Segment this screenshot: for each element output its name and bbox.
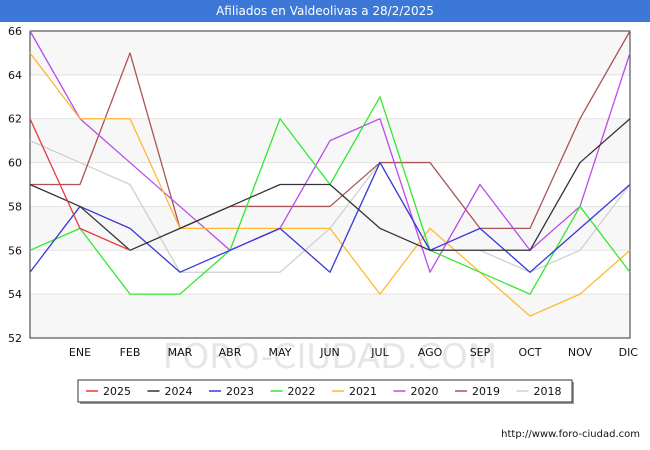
legend: 2025 2024 2023 2022 2021 2020 2019 2018 <box>77 379 574 404</box>
plot-band <box>30 74 630 119</box>
legend-label-2023: 2023 <box>226 385 254 398</box>
y-tick-label: 62 <box>8 113 22 126</box>
legend-label-2024: 2024 <box>165 385 193 398</box>
x-tick-label: JUL <box>370 346 389 359</box>
x-tick-label: AGO <box>418 346 443 359</box>
x-tick-label: SEP <box>470 346 491 359</box>
x-tick-label: NOV <box>568 346 593 359</box>
legend-label-2020: 2020 <box>411 385 439 398</box>
plot-band <box>30 31 630 75</box>
x-tick-label: ENE <box>69 346 91 359</box>
x-tick-label: MAR <box>168 346 193 359</box>
x-axis-ticks: ENE FEB MAR ABR MAY JUN JUL AGO SEP OCT NOV DIC <box>69 346 638 359</box>
legend-label-2021: 2021 <box>349 385 377 398</box>
series-line-2019 <box>30 30 631 230</box>
plot-band <box>30 294 630 338</box>
chart-title: Afiliados en Valdeolivas a 28/2/2025 <box>0 0 650 22</box>
source-link[interactable]: http://www.foro-ciudad.com <box>501 429 640 440</box>
x-tick-label: JUN <box>319 346 340 359</box>
y-axis-ticks: 52 54 56 58 60 62 64 66 <box>8 25 22 345</box>
legend-label-2025: 2025 <box>103 385 131 398</box>
legend-label-2022: 2022 <box>288 385 316 398</box>
y-tick-label: 56 <box>8 244 22 257</box>
series-line-2025 <box>29 118 131 251</box>
legend-box <box>77 379 573 403</box>
y-tick-label: 52 <box>8 332 22 345</box>
x-tick-label: MAY <box>269 346 292 359</box>
y-tick-label: 58 <box>8 200 22 213</box>
y-tick-label: 54 <box>8 288 22 301</box>
series-line-2021 <box>29 52 631 317</box>
x-tick-label: ABR <box>219 346 242 359</box>
watermark-text: FORO-CIUDAD.COM <box>163 337 497 377</box>
x-tick-label: DIC <box>619 346 639 359</box>
y-tick-label: 64 <box>8 69 22 82</box>
series-line-2023 <box>29 161 631 273</box>
x-tick-label: OCT <box>518 346 541 359</box>
y-tick-label: 60 <box>8 157 22 170</box>
legend-label-2019: 2019 <box>472 385 500 398</box>
legend-label-2018: 2018 <box>534 385 562 398</box>
x-tick-label: FEB <box>120 346 141 359</box>
series-layer <box>29 30 631 317</box>
y-tick-label: 66 <box>8 25 22 38</box>
